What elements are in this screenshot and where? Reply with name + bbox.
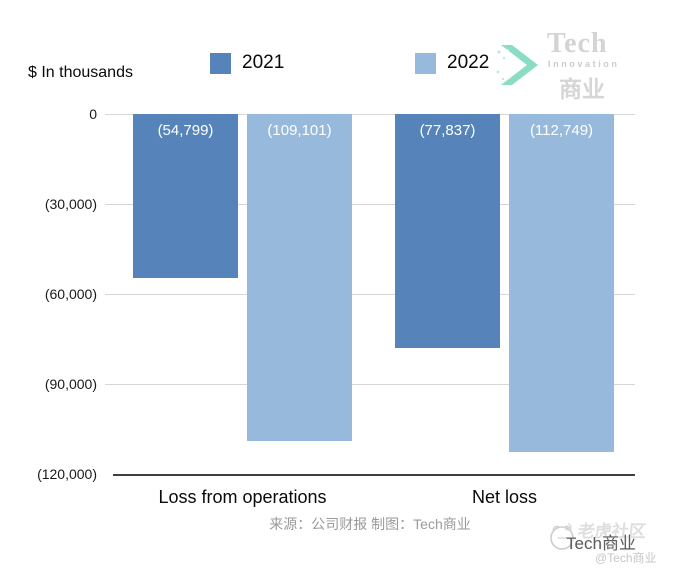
y-axis-tick-label: (120,000)	[37, 466, 97, 482]
x-axis-category-labels: Loss from operations Net loss	[113, 487, 635, 509]
watermark-handle-text: @Tech商业	[595, 551, 657, 565]
legend-swatch-2022	[415, 52, 436, 74]
y-axis-tick-label: (90,000)	[44, 376, 97, 392]
gridline	[105, 204, 635, 205]
category-label-net-loss: Net loss	[471, 487, 538, 507]
logo-text-innovation: Innovation	[548, 59, 620, 69]
legend-label-2021: 2021	[242, 52, 285, 73]
bar-value-label: (77,837)	[419, 122, 476, 139]
gridline	[105, 384, 635, 385]
watermark: 老虎社区 Tech商业 @Tech商业	[544, 512, 678, 568]
logo-chevron-arrow-icon	[496, 45, 538, 85]
watermark-brand-text: Tech商业	[566, 534, 636, 553]
legend-item-2021: 2021	[210, 52, 284, 74]
bar-2021-loss-from-operations: (54,799)	[133, 114, 238, 278]
gridline	[105, 294, 635, 295]
axis-unit-label: $ In thousands	[28, 64, 133, 81]
brand-logo: Tech Innovation 商业	[495, 28, 655, 102]
plot-area: (54,799) (109,101) (77,837) (112,749)	[105, 114, 635, 476]
y-axis-tick-label: (30,000)	[44, 196, 97, 212]
legend-item-2022: 2022	[415, 52, 489, 74]
tiger-community-icon	[550, 523, 574, 550]
category-label-loss-from-operations: Loss from operations	[158, 487, 327, 507]
y-axis-tick-label: 0	[89, 106, 97, 122]
bar-value-label: (109,101)	[267, 122, 332, 139]
bar-value-label: (54,799)	[157, 122, 214, 139]
legend-label-2022: 2022	[447, 52, 490, 73]
source-note: 来源：公司财报 制图：Tech商业	[269, 516, 471, 532]
bar-2021-net-loss: (77,837)	[395, 114, 500, 348]
logo-text-shangye: 商业	[559, 76, 605, 102]
gridline	[105, 114, 635, 115]
bar-2022-net-loss: (112,749)	[509, 114, 614, 452]
legend-swatch-2021	[210, 52, 231, 74]
bar-2022-loss-from-operations: (109,101)	[247, 114, 352, 441]
bar-value-label: (112,749)	[529, 122, 594, 139]
y-axis-tick-labels: 0 (30,000) (60,000) (90,000) (120,000)	[0, 106, 97, 482]
logo-text-tech: Tech	[547, 28, 608, 59]
y-axis-tick-label: (60,000)	[44, 286, 97, 302]
